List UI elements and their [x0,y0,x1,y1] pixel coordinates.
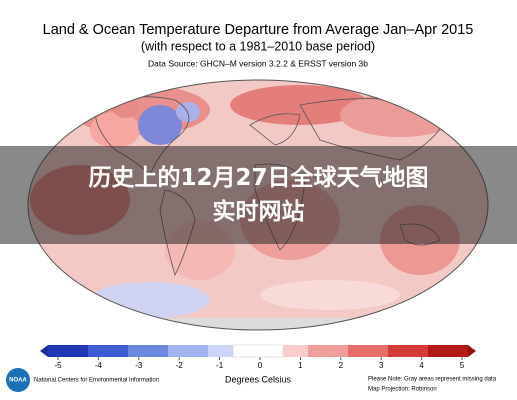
colorbar-tick-label: -2 [176,361,184,370]
noaa-logo [6,368,30,392]
colorbar [40,344,476,358]
colorbar-tick-label: 5 [460,361,465,370]
colorbar-tick-label: 1 [298,361,303,370]
colorbar-tick-label: 3 [379,361,384,370]
colorbar-tick-label: -4 [95,361,103,370]
overlay-band: 历史上的12月27日全球天气地图实时网站 [0,146,517,244]
note: Please Note: Gray areas represent missin… [368,377,497,383]
colorbar-tick-label: 2 [339,361,344,370]
colorbar-tick-label: -1 [216,361,224,370]
colorbar-tick-label: 4 [419,361,424,370]
overlay-title: 历史上的12月27日全球天气地图实时网站 [88,165,429,225]
subtitle: (with respect to a 1981–2010 base period… [141,39,375,53]
colorbar-tick-label: -5 [54,361,62,370]
projection: Map Projection: Robinson [368,387,437,393]
title: Land & Ocean Temperature Departure from … [43,22,474,38]
logo-text: NOAA [9,378,27,384]
colorbar-tick-label: 0 [258,361,263,370]
center-name: National Centers for Environmental Infor… [34,378,159,384]
colorbar-label: Degrees Celsius [225,374,292,384]
colorbar-tick-label: -3 [135,361,143,370]
source: Data Source: GHCN–M version 3.2.2 & ERSS… [148,58,368,68]
